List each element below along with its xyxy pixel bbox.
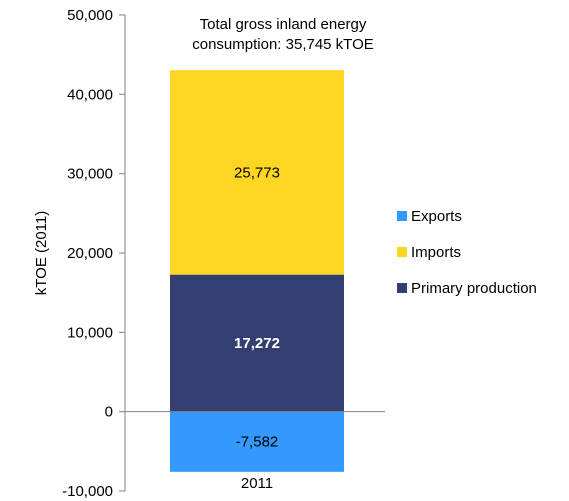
bar-imports <box>170 70 344 275</box>
x-ticks: 2011 <box>241 475 273 492</box>
y-tick-label: 30,000 <box>67 166 113 183</box>
y-tick-label: 10,000 <box>67 324 113 341</box>
data-label: 17,272 <box>234 335 280 352</box>
y-tick-label: -10,000 <box>62 483 113 500</box>
annotation-line: consumption: 35,745 kTOE <box>192 36 374 53</box>
legend-label: Imports <box>411 244 461 261</box>
legend-swatch <box>397 211 407 221</box>
y-tick-label: 40,000 <box>67 86 113 103</box>
legend-swatch <box>397 247 407 257</box>
x-tick-label: 2011 <box>241 475 273 492</box>
y-tick-label: 0 <box>105 404 113 421</box>
y-tick-label: 20,000 <box>67 245 113 262</box>
data-label: 25,773 <box>234 164 280 181</box>
y-tick-label: 50,000 <box>67 7 113 24</box>
y-axis-label: kTOE (2011) <box>33 211 50 295</box>
total-annotation: Total gross inland energy consumption: 3… <box>192 16 374 53</box>
legend: Exports Imports Primary production <box>397 208 537 297</box>
bars-group: -7,582 17,272 25,773 <box>170 70 344 472</box>
legend-label: Primary production <box>411 280 537 297</box>
annotation-line: Total gross inland energy <box>200 16 367 33</box>
bar-primary-production <box>170 274 344 412</box>
legend-swatch <box>397 283 407 293</box>
data-label: -7,582 <box>236 434 279 451</box>
bar-exports <box>170 411 344 472</box>
y-ticks: -10,000 0 10,000 20,000 30,000 40,000 50,000 <box>62 7 125 500</box>
legend-label: Exports <box>411 208 462 225</box>
